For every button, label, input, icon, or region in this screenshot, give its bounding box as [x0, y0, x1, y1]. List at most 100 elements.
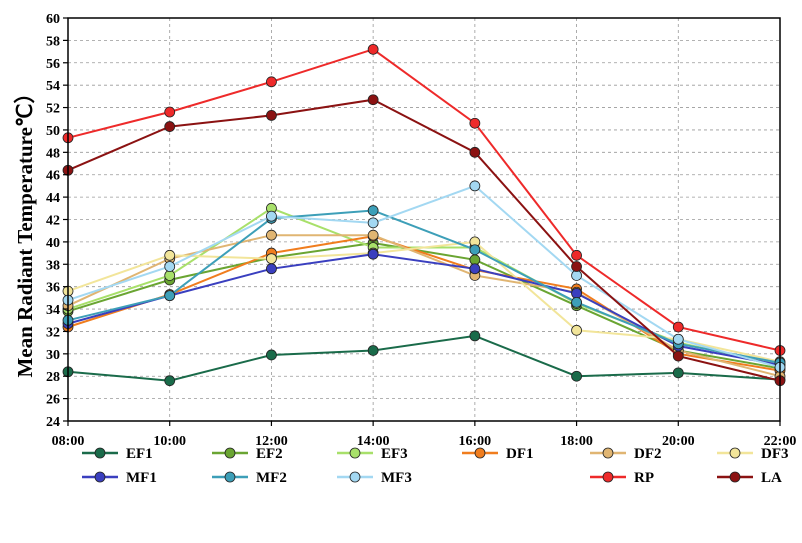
data-point — [367, 229, 379, 241]
series-line — [67, 184, 781, 369]
legend-item-rp: RP — [590, 470, 654, 486]
x-tick-label: 16:00 — [459, 434, 492, 449]
series-mf3 — [62, 180, 786, 373]
legend-swatch-marker — [349, 471, 361, 483]
x-tick-label: 18:00 — [560, 434, 593, 449]
x-tick-label: 10:00 — [153, 434, 186, 449]
x-axis-ticks: 08:00 10:00 12:00 14:00 16:00 18:00 20:00 22:00 — [52, 421, 797, 449]
data-point — [164, 121, 176, 132]
data-point — [571, 249, 582, 261]
legend-label: EF1 — [126, 446, 153, 462]
grid-lines — [67, 17, 781, 422]
y-tick-label: 42 — [46, 214, 60, 229]
data-point — [469, 180, 481, 192]
data-point — [672, 367, 684, 379]
data-point — [367, 94, 379, 106]
data-point — [571, 324, 582, 336]
legend-swatch-marker — [729, 447, 741, 459]
legend-item-ef3: EF3 — [337, 446, 408, 462]
data-point — [266, 210, 277, 222]
data-point — [266, 349, 277, 361]
x-tick-label: 22:00 — [764, 434, 797, 449]
legend-item-ef2: EF2 — [212, 446, 283, 462]
y-tick-label: 60 — [46, 12, 60, 27]
data-point — [469, 146, 481, 158]
y-tick-label: 38 — [46, 258, 60, 273]
y-tick-label: 32 — [46, 325, 60, 340]
y-tick-label: 52 — [46, 102, 60, 117]
legend-item-df1: DF1 — [462, 446, 534, 462]
legend-swatch-marker — [729, 471, 741, 483]
y-tick-label: 30 — [46, 348, 60, 363]
legend-item-df3: DF3 — [717, 446, 789, 462]
data-point — [469, 263, 481, 275]
legend-label: MF1 — [126, 470, 157, 486]
x-tick-label: 20:00 — [662, 434, 695, 449]
y-tick-label: 40 — [46, 236, 60, 251]
y-tick-label: 36 — [46, 281, 60, 296]
legend-label: EF2 — [256, 446, 283, 462]
x-tick-label: 08:00 — [52, 434, 85, 449]
y-tick-label: 50 — [46, 124, 60, 139]
y-tick-label: 54 — [46, 79, 60, 94]
legend-label: EF3 — [381, 446, 408, 462]
data-point — [571, 261, 582, 272]
legend-item-ef1: EF1 — [82, 446, 153, 462]
data-point — [164, 249, 176, 261]
y-tick-label: 46 — [46, 169, 60, 184]
data-point — [672, 333, 684, 345]
series-line — [67, 209, 781, 364]
legend-swatch-marker — [349, 447, 361, 459]
y-tick-label: 56 — [46, 57, 60, 72]
data-point — [367, 205, 379, 216]
legend-item-mf2: MF2 — [212, 470, 287, 486]
data-point — [571, 270, 582, 281]
data-point — [469, 254, 481, 266]
legend-item-mf3: MF3 — [337, 470, 412, 486]
legend-swatch-marker — [474, 447, 486, 459]
legend-swatch-marker — [224, 471, 236, 483]
data-point — [571, 287, 582, 299]
data-point — [469, 117, 481, 129]
data-point — [266, 263, 277, 275]
y-tick-label: 48 — [46, 146, 60, 161]
series-line — [67, 334, 781, 382]
legend: EF1 EF2 EF3 DF1 DF2 DF3 MF1 MF2 MF3 RP LA — [82, 446, 789, 486]
y-axis-title: Mean Radiant Temperature℃） — [13, 82, 37, 377]
series-rp — [62, 43, 786, 356]
legend-label: MF3 — [381, 470, 412, 486]
y-tick-label: 24 — [46, 415, 60, 430]
data-point — [367, 43, 379, 55]
data-point — [367, 248, 379, 260]
y-tick-label: 44 — [46, 191, 60, 206]
data-point — [571, 296, 582, 308]
data-point — [164, 375, 176, 387]
legend-label: DF2 — [634, 446, 662, 462]
legend-item-df2: DF2 — [590, 446, 662, 462]
data-point — [164, 106, 176, 118]
series-line — [67, 48, 781, 352]
data-point — [571, 370, 582, 382]
series-line — [67, 98, 781, 382]
y-tick-label: 26 — [46, 393, 60, 408]
legend-item-mf1: MF1 — [82, 470, 157, 486]
legend-swatch-marker — [602, 471, 614, 483]
y-tick-label: 28 — [46, 370, 60, 385]
legend-label: MF2 — [256, 470, 287, 486]
legend-label: DF3 — [761, 446, 789, 462]
series-lines — [62, 43, 786, 387]
data-point — [164, 261, 176, 272]
data-point — [672, 321, 684, 333]
data-point — [266, 229, 277, 241]
data-point — [266, 109, 277, 121]
data-point — [164, 270, 176, 281]
legend-label: LA — [761, 470, 782, 486]
x-tick-label: 14:00 — [357, 434, 390, 449]
data-point — [672, 350, 684, 362]
legend-swatch-marker — [602, 447, 614, 459]
series-mf2 — [62, 205, 786, 369]
y-tick-label: 58 — [46, 34, 60, 49]
series-line — [67, 235, 781, 372]
data-point — [164, 290, 176, 302]
legend-item-la: LA — [717, 470, 782, 486]
